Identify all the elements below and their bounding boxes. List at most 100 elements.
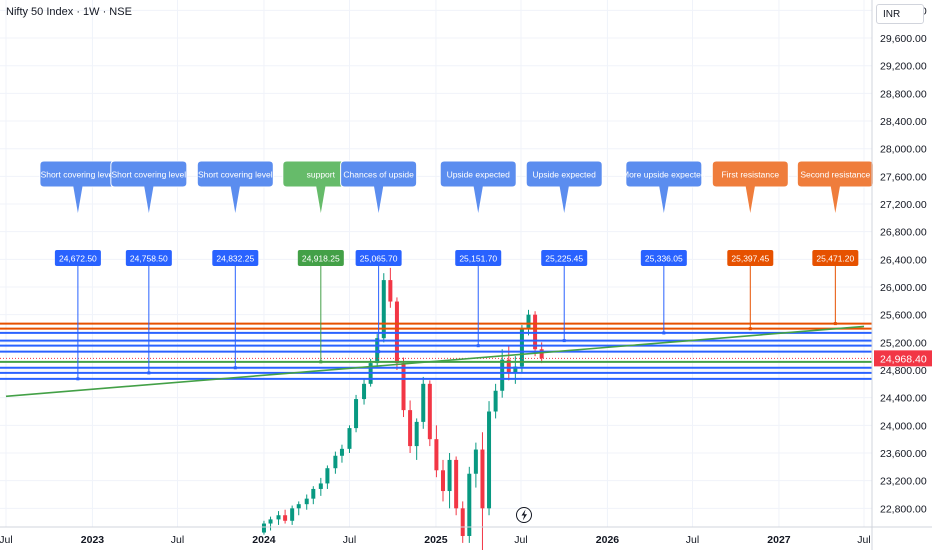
candle-body [421,383,426,422]
callout-note-box [525,160,603,217]
callout-note-box [796,160,874,217]
candle-body [526,314,531,329]
y-tick-label: 27,200.00 [880,199,927,211]
candle-body [506,359,511,374]
candle-body [493,390,498,412]
candle-body [283,515,288,521]
candle-body [414,421,419,447]
callout-price-box [640,250,687,266]
callout-price-box [812,250,859,266]
candle-body [427,383,432,440]
callout-anchor [562,339,566,343]
candle-body [388,280,393,302]
y-tick-label: 24,800.00 [880,365,927,377]
y-tick-label: 26,000.00 [880,282,927,294]
y-tick-label: 25,600.00 [880,310,927,322]
candle-body [311,488,316,499]
callout-price-box [297,250,344,266]
callout-anchor [476,344,480,348]
candle-body [325,468,330,484]
callout-price-text: 24,672.50 [59,254,97,264]
callout-note-text: More upside expected [622,170,706,180]
lightning-icon[interactable] [516,507,532,523]
candle-body [381,280,386,339]
callout-price-box [212,250,259,266]
y-tick-label: 26,400.00 [880,254,927,266]
candle-body [460,508,465,536]
callout-note-text: Upside expected [447,170,511,180]
currency-selector[interactable]: INR [876,4,924,24]
x-tick-label: Jul [857,534,870,546]
callout-note-box [439,160,517,217]
y-tick-label: 24,400.00 [880,393,927,405]
callout-anchor [748,327,752,331]
callout-price-box [355,250,402,266]
y-tick-label: 29,200.00 [880,61,927,73]
candle-body [473,449,478,474]
callout-note-box [625,160,703,217]
callout-note-box [196,160,274,217]
candle-body [480,449,485,509]
callout-note-text: Short covering level [112,170,187,180]
candle-body [519,328,524,367]
y-tick-label: 28,400.00 [880,116,927,128]
callout-note-box [340,160,418,217]
callout-price-text: 25,397.45 [731,254,769,264]
candle-body [304,498,309,505]
candle-body [434,439,439,471]
callout-price-text: 25,225.45 [545,254,583,264]
callout-price-text: 25,065.70 [360,254,398,264]
trendline [5,325,865,398]
candle-body [539,349,544,359]
candle-body [467,473,472,536]
callout-price-box [54,250,101,266]
y-tick-label: 27,600.00 [880,171,927,183]
callout-price-text: 24,918.25 [302,254,340,264]
candle-body [454,459,459,509]
y-tick-label: 23,200.00 [880,476,927,488]
candle-body [362,383,367,400]
candle-body [276,515,281,520]
x-tick-label: Jul [514,534,527,546]
x-tick-label: 2024 [252,534,276,546]
candle-body [500,359,505,391]
y-tick-label: 22,800.00 [880,503,927,515]
candle-body [290,508,295,521]
candle-body [339,448,344,456]
y-tick-label: 28,800.00 [880,88,927,100]
callout-price-box [125,250,172,266]
y-tick-label: 24,000.00 [880,420,927,432]
x-tick-label: Jul [686,534,699,546]
x-tick-label: Jul [171,534,184,546]
callout-note-text: Short covering level [41,170,116,180]
callout-price-box [455,250,502,266]
lightning-icon-bolt [521,509,527,521]
callout-note-text: Second resistance [800,170,870,180]
x-tick-label: 2025 [424,534,448,546]
candle-body [440,470,445,492]
y-tick-label: 23,600.00 [880,448,927,460]
candle-body [447,459,452,492]
candle-body [261,523,266,533]
callout-anchor [833,322,837,326]
callout-note-box [711,160,789,217]
last-price-label: 24,968.40 [880,353,927,365]
callout-note-box [110,160,188,217]
x-tick-label: Jul [0,534,13,546]
x-tick-label: 2023 [81,534,105,546]
callout-price-text: 24,758.50 [130,254,168,264]
last-price-tag [874,350,932,367]
candle-body [487,411,492,509]
y-tick-label: 29,600.00 [880,33,927,45]
symbol-title[interactable]: Nifty 50 Index · 1W · NSE [6,6,132,18]
callout-price-text: 25,336.05 [645,254,683,264]
callout-note-text: First resistance [721,170,779,180]
callout-anchor [76,377,80,381]
candle-body [513,366,518,374]
candle-body [347,428,352,449]
y-tick-label: 26,800.00 [880,227,927,239]
callout-anchor [662,331,666,335]
candle-body [318,483,323,489]
callout-anchor [319,360,323,364]
